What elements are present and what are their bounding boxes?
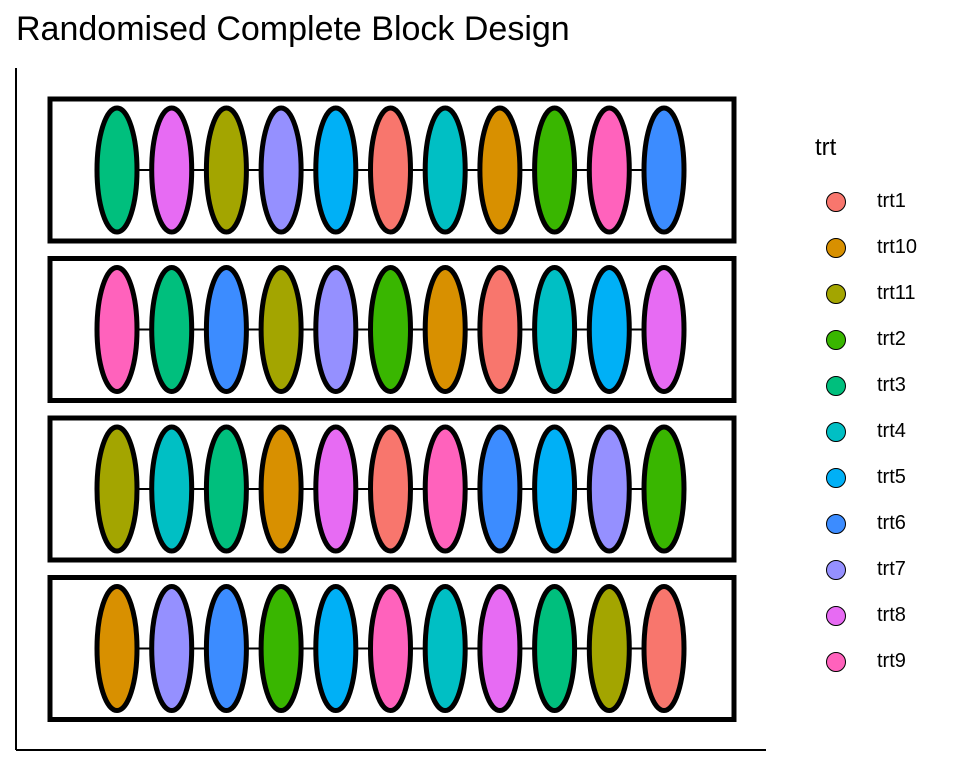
plot-block1-trt3 — [94, 105, 140, 235]
plot-block2-trt6 — [203, 265, 249, 394]
plot-block4-trt10 — [94, 584, 140, 713]
legend-key-trt3 — [826, 376, 846, 396]
legend-key-trt2 — [826, 330, 846, 350]
plot-block3-trt6 — [477, 424, 523, 554]
plot-block4-trt5 — [313, 584, 359, 713]
legend-label: trt8 — [877, 604, 906, 626]
block-border — [47, 415, 737, 563]
plot-block2-trt3 — [149, 265, 195, 394]
plot-block1-trt5 — [313, 105, 359, 235]
plot-block2-trt4 — [532, 265, 578, 394]
plot-block1-trt8 — [149, 105, 195, 235]
legend-key-trt5 — [826, 468, 846, 488]
plot-block4-trt3 — [532, 584, 578, 713]
plot-block2-trt9 — [94, 265, 140, 394]
plot-block2-trt5 — [586, 265, 632, 394]
chart-title: Randomised Complete Block Design — [16, 10, 570, 48]
plot-block4-trt6 — [203, 584, 249, 713]
plot-block1-trt9 — [586, 105, 632, 235]
legend-label: trt6 — [877, 512, 906, 534]
legend-label: trt11 — [877, 282, 916, 304]
legend-label: trt4 — [877, 420, 906, 442]
block-border — [47, 96, 737, 244]
block-border — [47, 575, 737, 722]
plot-block4-trt8 — [477, 584, 523, 713]
plot-block3-trt9 — [422, 424, 468, 554]
legend-label: trt7 — [877, 558, 906, 580]
block-3 — [47, 415, 737, 563]
plot-block3-trt2 — [641, 424, 687, 554]
legend-label: trt9 — [877, 650, 906, 672]
legend-key-trt7 — [826, 560, 846, 580]
blocks-layer — [47, 96, 737, 722]
block-2 — [47, 256, 737, 403]
legend-label: trt1 — [877, 190, 906, 212]
legend-key-trt6 — [826, 514, 846, 534]
plot-block4-trt1 — [641, 584, 687, 713]
legend-key-trt1 — [826, 192, 846, 212]
plot-block3-trt10 — [258, 424, 304, 554]
plot-block1-trt4 — [422, 105, 468, 235]
legend-key-trt9 — [826, 652, 846, 672]
legend-label: trt3 — [877, 374, 906, 396]
plot-block3-trt1 — [368, 424, 413, 554]
plot-block1-trt10 — [477, 105, 523, 235]
plot-block4-trt11 — [586, 584, 632, 713]
plot-block2-trt1 — [477, 265, 523, 394]
plot-block2-trt8 — [641, 265, 687, 394]
plot-block3-trt4 — [149, 424, 195, 554]
block-4 — [47, 575, 737, 722]
legend-label: trt2 — [877, 328, 906, 350]
block-border — [47, 256, 737, 403]
legend-title: trt — [815, 134, 837, 161]
plot-block4-trt2 — [258, 584, 304, 713]
plot-block3-trt11 — [94, 424, 140, 554]
legend-key-trt10 — [826, 238, 846, 258]
block-1 — [47, 96, 737, 244]
plot-block1-trt7 — [258, 105, 304, 235]
plot-block1-trt6 — [641, 105, 687, 235]
plot-block3-trt5 — [532, 424, 578, 554]
plot-block1-trt2 — [532, 105, 578, 235]
plot-block2-trt7 — [313, 265, 359, 394]
plot-block4-trt7 — [149, 584, 195, 713]
plot-block4-trt4 — [422, 584, 468, 713]
plot-block1-trt11 — [203, 105, 249, 235]
legend-label: trt5 — [877, 466, 906, 488]
legend-key-trt8 — [826, 606, 846, 626]
legend-label: trt10 — [877, 236, 918, 258]
plot-block3-trt8 — [313, 424, 359, 554]
plot-block2-trt10 — [422, 265, 468, 394]
plot-block2-trt11 — [258, 265, 304, 394]
legend-key-trt11 — [826, 284, 846, 304]
legend-key-trt4 — [826, 422, 846, 442]
plot-block4-trt9 — [368, 584, 413, 713]
plot-block1-trt1 — [368, 105, 413, 235]
plot-block3-trt7 — [586, 424, 632, 554]
plot-block3-trt3 — [203, 424, 249, 554]
plot-block2-trt2 — [368, 265, 413, 394]
